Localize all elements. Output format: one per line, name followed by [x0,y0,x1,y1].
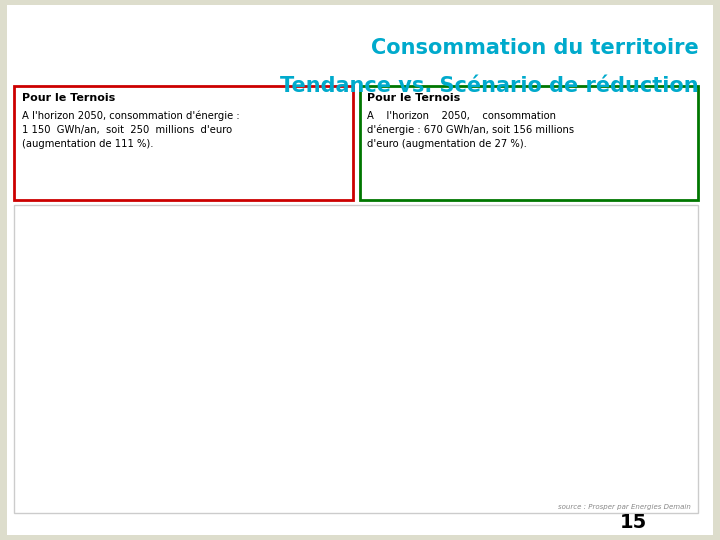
Title: Evolution des factures d'énergie par secteur: Evolution des factures d'énergie par sec… [135,197,413,211]
Text: Pour le Ternois: Pour le Ternois [22,93,115,103]
Text: A    l'horizon    2050,    consommation
d'énergie : 670 GWh/an, soit 156 million: A l'horizon 2050, consommation d'énergie… [367,111,575,150]
Text: source : Prosper par Energies Demain: source : Prosper par Energies Demain [558,504,691,510]
Text: Pour le Ternois: Pour le Ternois [367,93,461,103]
Text: 15: 15 [620,513,647,532]
Text: A l'horizon 2050, consommation d'énergie :
1 150  GWh/an,  soit  250  millions  : A l'horizon 2050, consommation d'énergie… [22,111,239,149]
Text: Tendance vs. Scénario de réduction: Tendance vs. Scénario de réduction [280,76,698,96]
Legend: Agriculture, Bâtiments publics, Eclairage public, Fret, Industries, Logements, M: Agriculture, Bâtiments publics, Eclairag… [507,231,606,346]
Text: Consommation du territoire: Consommation du territoire [371,38,698,58]
Text: Territoire : CC du Ternois, scénario : Scénario MDE: Territoire : CC du Ternois, scénario : S… [168,207,379,216]
Y-axis label: M€: M€ [20,212,35,221]
